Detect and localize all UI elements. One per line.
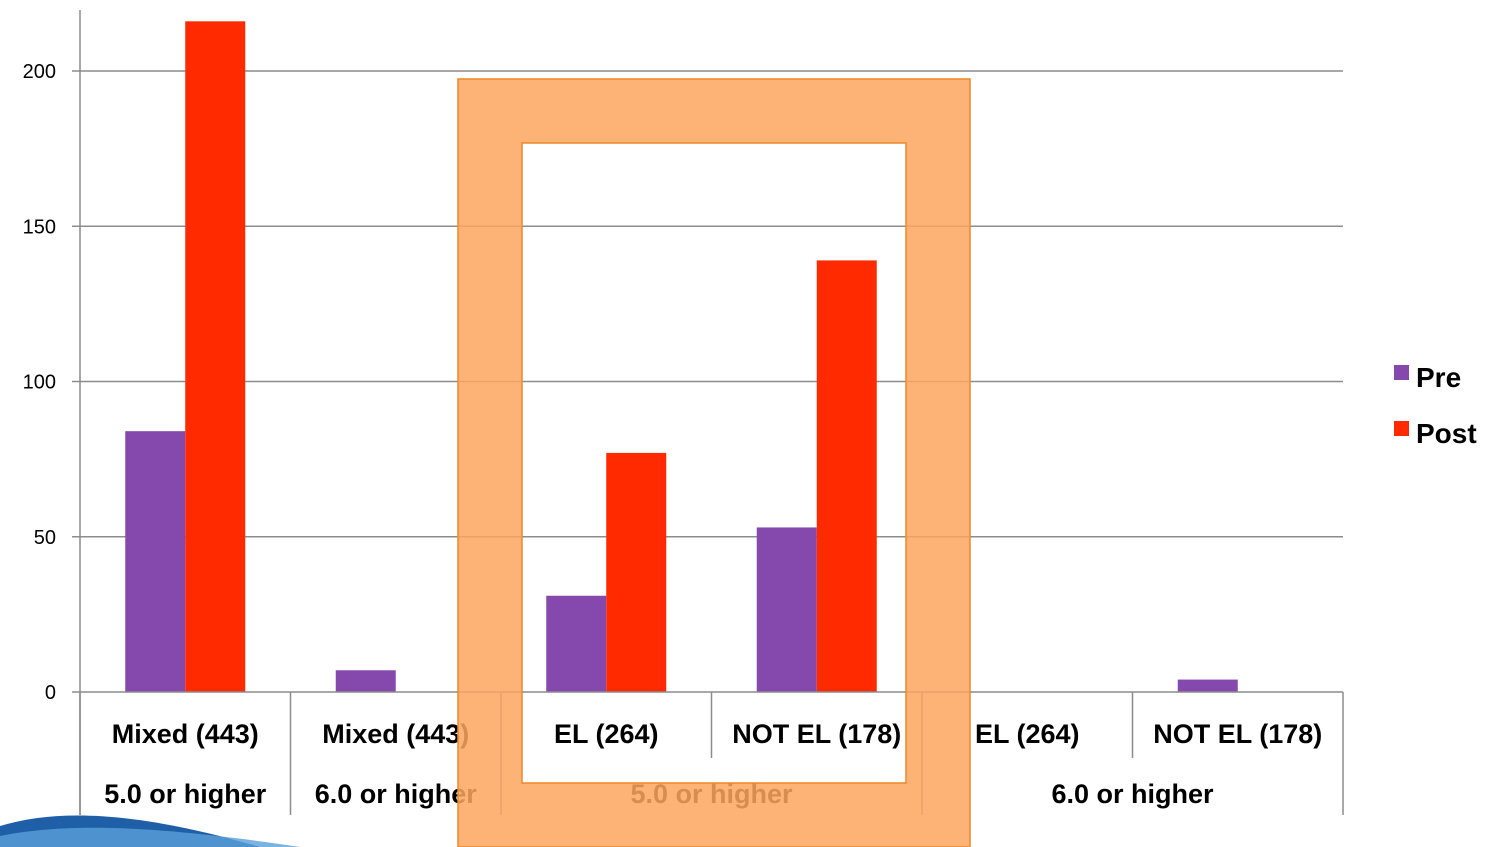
y-tick-label: 50 (34, 527, 56, 549)
category-label: NOT EL (178) (1153, 719, 1322, 749)
category-label: Mixed (443) (112, 719, 259, 749)
group-label: 6.0 or higher (1051, 779, 1214, 809)
category-label: NOT EL (178) (732, 719, 901, 749)
bar-pre-5 (1177, 679, 1238, 692)
y-axis-tick-labels: 0 50 100 150 200 (23, 61, 80, 704)
y-tick-label: 150 (23, 216, 56, 238)
gridlines (80, 70, 1343, 538)
bar-post-0 (185, 21, 246, 692)
bar-pre-0 (125, 431, 186, 692)
category-label: EL (264) (554, 719, 659, 749)
y-tick-label: 200 (23, 61, 56, 83)
y-tick-label: 0 (45, 682, 56, 704)
category-label: Mixed (443) (322, 719, 469, 749)
swoosh-band-light (0, 827, 300, 847)
legend-swatch-pre (1394, 365, 1409, 380)
bar-pre-2 (546, 595, 607, 692)
category-label: EL (264) (975, 719, 1080, 749)
bar-post-2 (606, 452, 667, 692)
legend-label-post: Post (1416, 418, 1477, 449)
legend-swatch-post (1394, 421, 1409, 436)
group-label: 6.0 or higher (315, 779, 478, 809)
y-tick-label: 100 (23, 372, 56, 394)
group-label: 5.0 or higher (104, 779, 267, 809)
highlight-frame (457, 78, 971, 847)
bar-post-3 (816, 260, 877, 692)
highlight-frame-ring (457, 78, 971, 847)
bar-pre-3 (756, 527, 817, 692)
bar-pre-1 (335, 670, 396, 692)
bars (125, 21, 1238, 692)
legend-label-pre: Pre (1416, 362, 1461, 393)
legend: Pre Post (1394, 362, 1477, 449)
corner-swoosh-decoration (0, 815, 300, 847)
